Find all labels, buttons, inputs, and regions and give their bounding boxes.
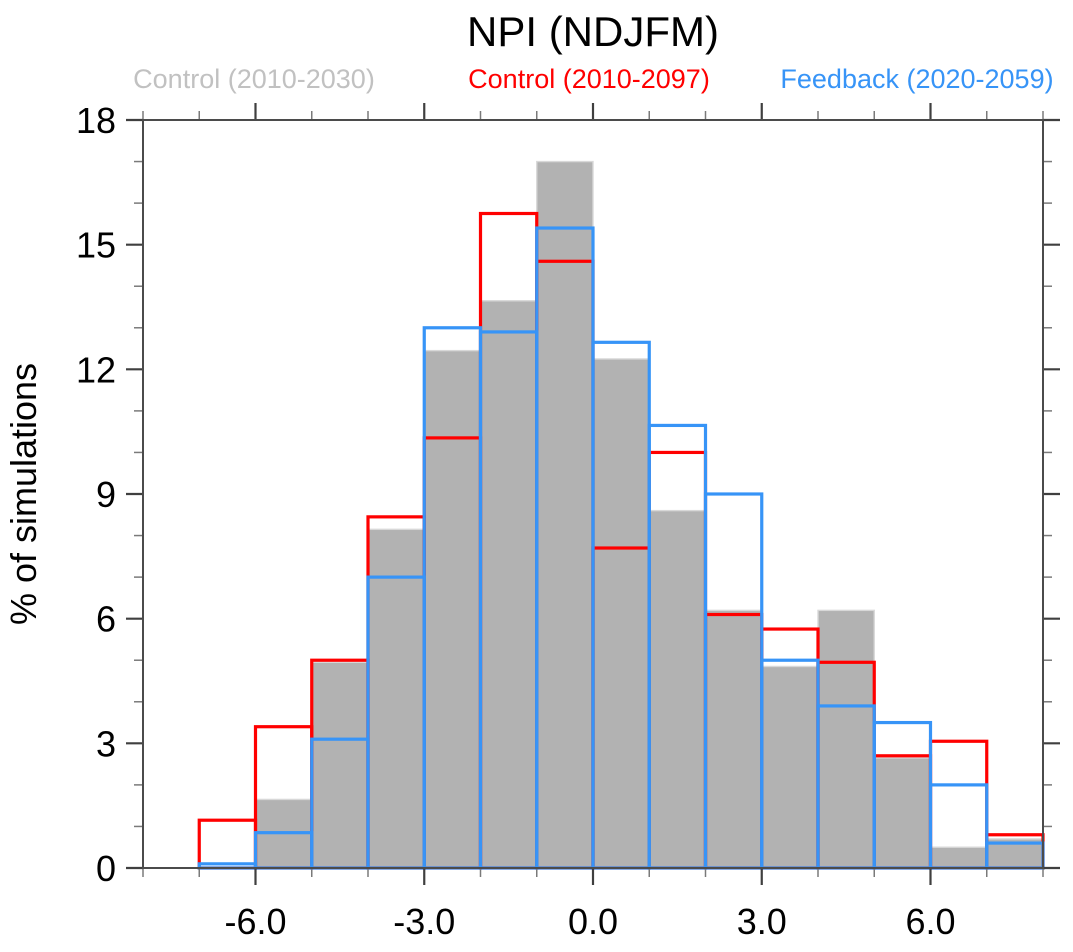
x-tick-label-0.0: 0.0: [568, 901, 618, 942]
chart-title: NPI (NDJFM): [467, 8, 719, 55]
x-tick-label-3.0: 3.0: [737, 901, 787, 942]
y-tick-label-3: 3: [96, 723, 116, 764]
hist-bar-control-2010-2030-bin6: [479, 300, 538, 869]
y-tick-label-15: 15: [76, 225, 116, 266]
axes-layer: [142, 119, 1044, 869]
y-tick-label-12: 12: [76, 349, 116, 390]
hist-bar-control-2010-2030-bin3: [311, 661, 369, 869]
hist-bar-control-2010-2030-bin13: [873, 757, 932, 869]
hist-bar-control-2010-2030-bin7: [536, 160, 594, 869]
legend-item-control-2010-2030: Control (2010-2030): [133, 64, 375, 94]
legend-item-feedback-2020-2059: Feedback (2020-2059): [780, 64, 1053, 94]
hist-bar-control-2010-2030-bin14: [929, 846, 988, 869]
x-tick-label--6.0: -6.0: [224, 901, 286, 942]
y-tick-label-18: 18: [76, 100, 116, 141]
x-tick-labels: -6.0 -3.0 0.0 3.0 6.0: [224, 901, 955, 942]
hist-bar-control-2010-2030-bin11: [761, 665, 819, 869]
plot-frame: [142, 119, 1044, 869]
x-tick-label--3.0: -3.0: [393, 901, 455, 942]
y-tick-label-9: 9: [96, 474, 116, 515]
ticks-layer: [126, 103, 1060, 885]
x-tick-label-6.0: 6.0: [905, 901, 955, 942]
legend-item-control-2010-2097: Control (2010-2097): [468, 64, 710, 94]
hist-bar-control-2010-2030-bin5: [423, 349, 482, 869]
hist-bar-control-2010-2097-bin1: [197, 818, 258, 870]
y-axis-title: % of simulations: [3, 363, 44, 625]
hist-bar-control-2010-2030-bin8: [592, 358, 650, 869]
hist-bar-control-2010-2030-bin10: [704, 609, 763, 869]
bars-layer: [197, 160, 1045, 870]
hist-bar-control-2010-2030-bin4: [367, 528, 425, 869]
y-tick-label-6: 6: [96, 599, 116, 640]
y-tick-label-0: 0: [96, 848, 116, 889]
hist-bar-control-2010-2030-bin9: [648, 509, 707, 869]
hist-bar-control-2010-2030-bin12: [817, 609, 875, 869]
y-tick-labels: 0 3 6 9 12 15 18: [76, 100, 116, 889]
